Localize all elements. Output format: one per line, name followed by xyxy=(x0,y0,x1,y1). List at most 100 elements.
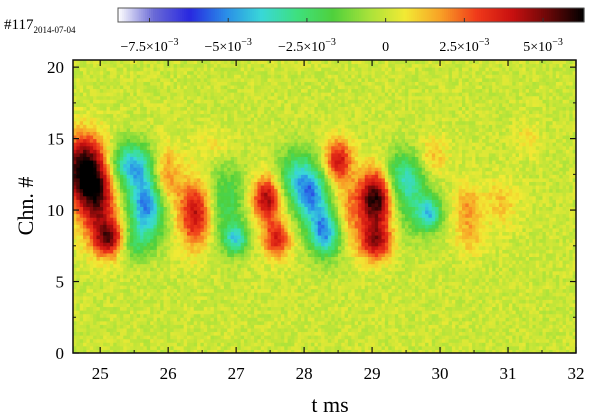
heatmap-cell xyxy=(230,260,235,265)
heatmap-cell xyxy=(307,252,312,258)
heatmap-cell xyxy=(324,238,329,243)
heatmap-cell xyxy=(555,310,560,315)
heatmap-cell xyxy=(498,285,503,290)
heatmap-cell xyxy=(173,242,178,247)
heatmap-cell xyxy=(317,349,322,353)
heatmap-cell xyxy=(324,285,329,290)
heatmap-cell xyxy=(213,270,218,275)
heatmap-cell xyxy=(445,292,450,297)
colorbar-tick-label: 0 xyxy=(382,40,389,55)
heatmap-cell xyxy=(364,299,369,304)
heatmap-cell xyxy=(311,292,315,297)
heatmap-cell xyxy=(217,310,222,315)
heatmap-cell xyxy=(176,327,181,333)
heatmap-cell xyxy=(213,242,218,247)
heatmap-cell xyxy=(321,267,325,272)
heatmap-cell xyxy=(264,274,268,279)
heatmap-cell xyxy=(86,313,91,318)
heatmap-cell xyxy=(96,331,101,336)
heatmap-cell xyxy=(277,338,282,343)
heatmap-cell xyxy=(307,313,312,318)
heatmap-cell xyxy=(187,292,191,297)
heatmap-cell xyxy=(123,302,128,308)
heatmap-cell xyxy=(89,349,94,353)
heatmap-cell xyxy=(394,324,399,329)
heatmap-cell xyxy=(327,238,332,243)
heatmap-cell xyxy=(240,299,245,304)
heatmap-cell xyxy=(197,288,201,293)
heatmap-cell xyxy=(364,256,369,261)
heatmap-cell xyxy=(394,338,399,343)
heatmap-cell xyxy=(488,263,493,268)
heatmap-cell xyxy=(341,342,346,347)
heatmap-cell xyxy=(358,320,362,325)
heatmap-cell xyxy=(455,324,460,329)
heatmap-cell xyxy=(542,288,547,293)
heatmap-cell xyxy=(294,342,299,347)
heatmap-cell xyxy=(89,331,94,336)
heatmap-cell xyxy=(160,277,165,283)
heatmap-cell xyxy=(163,310,168,315)
colorbar-cell xyxy=(492,8,496,22)
heatmap-cell xyxy=(378,338,382,343)
heatmap-cell xyxy=(130,245,134,250)
heatmap-cell xyxy=(163,238,168,243)
heatmap-cell xyxy=(529,295,533,300)
heatmap-cell xyxy=(425,274,429,279)
heatmap-cell xyxy=(559,345,564,350)
heatmap-cell xyxy=(270,263,275,268)
heatmap-cell xyxy=(267,295,272,300)
colorbar-cell xyxy=(374,8,377,22)
heatmap-cell xyxy=(79,349,84,353)
heatmap-cell xyxy=(441,256,446,261)
heatmap-cell xyxy=(347,256,352,261)
heatmap-cell xyxy=(542,331,547,336)
heatmap-cell xyxy=(552,310,557,315)
heatmap-cell xyxy=(250,252,255,258)
heatmap-cell xyxy=(472,310,476,315)
heatmap-cell xyxy=(200,331,205,336)
heatmap-cell xyxy=(230,281,235,286)
heatmap-cell xyxy=(512,249,517,254)
heatmap-cell xyxy=(532,242,537,247)
heatmap-cell xyxy=(555,288,560,293)
heatmap-cell xyxy=(559,324,564,329)
heatmap-cell xyxy=(197,263,201,268)
heatmap-cell xyxy=(230,324,235,329)
heatmap-cell xyxy=(150,302,154,308)
heatmap-cell xyxy=(441,245,446,250)
heatmap-cell xyxy=(478,252,483,258)
heatmap-cell xyxy=(264,263,268,268)
colorbar-cell xyxy=(550,8,554,22)
heatmap-cell xyxy=(156,256,161,261)
heatmap-cell xyxy=(153,345,158,350)
heatmap-cell xyxy=(133,302,138,308)
heatmap-cell xyxy=(525,242,530,247)
heatmap-cell xyxy=(435,288,440,293)
heatmap-cell xyxy=(441,338,446,343)
heatmap-cell xyxy=(368,260,372,265)
heatmap-cell xyxy=(93,274,97,279)
heatmap-cell xyxy=(415,274,419,279)
heatmap-cell xyxy=(391,285,396,290)
heatmap-cell xyxy=(153,331,158,336)
heatmap-cell xyxy=(290,245,295,250)
heatmap-cell xyxy=(146,260,151,265)
heatmap-cell xyxy=(374,245,379,250)
heatmap-cell xyxy=(89,292,94,297)
heatmap-cell xyxy=(368,277,372,283)
heatmap-cell xyxy=(307,292,312,297)
heatmap-cell xyxy=(354,320,359,325)
heatmap-cell xyxy=(388,245,393,250)
heatmap-cell xyxy=(294,335,299,340)
heatmap-cell xyxy=(126,245,131,250)
heatmap-cell xyxy=(451,317,456,322)
colorbar-cell xyxy=(504,8,507,22)
heatmap-cell xyxy=(140,288,144,293)
heatmap-cell xyxy=(257,238,262,243)
heatmap-cell xyxy=(458,299,463,304)
heatmap-cell xyxy=(529,302,533,308)
heatmap-cell xyxy=(183,249,188,254)
heatmap-cell xyxy=(250,338,255,343)
heatmap-cell xyxy=(106,342,111,347)
